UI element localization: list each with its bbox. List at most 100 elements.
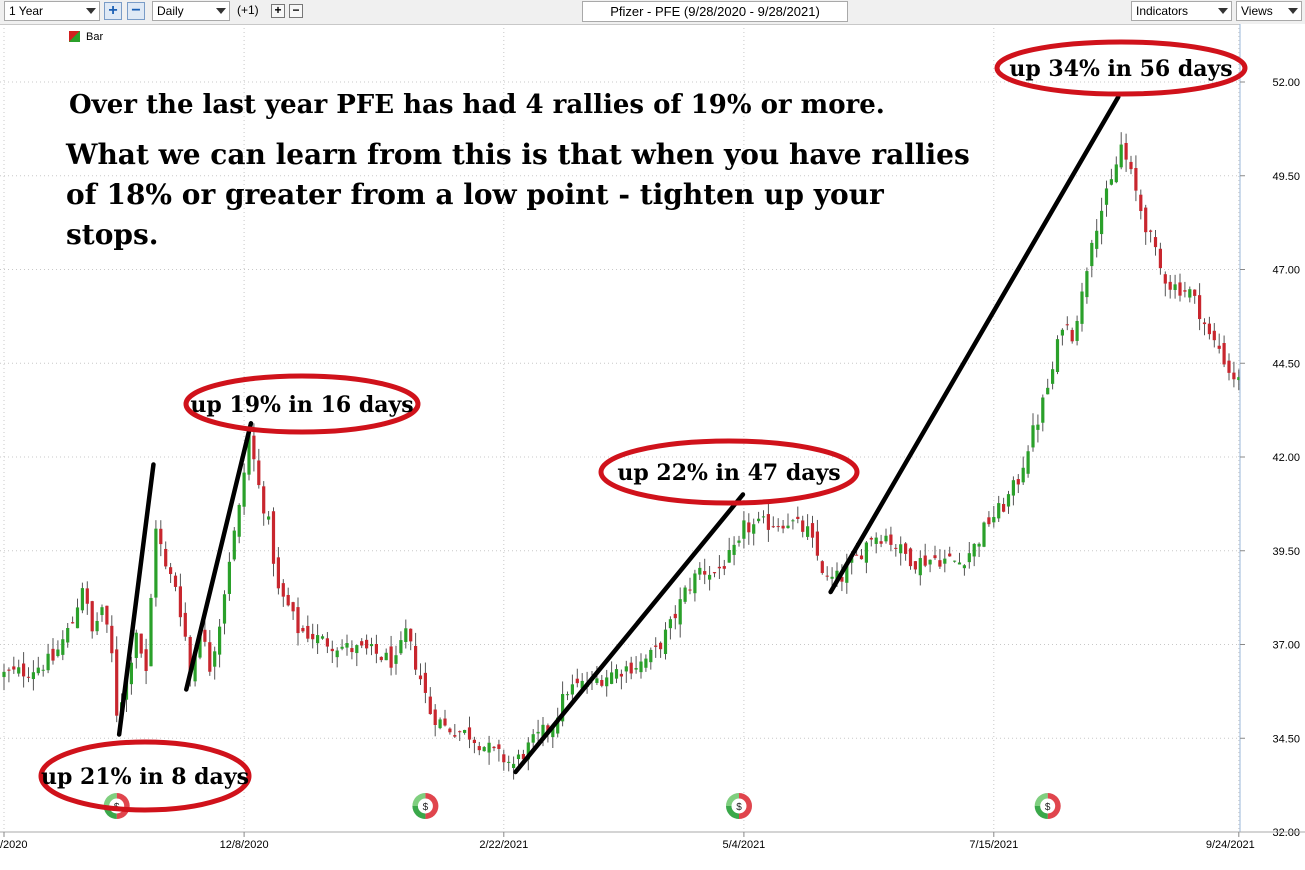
dividend-icon-label: $ bbox=[423, 802, 429, 813]
candle bbox=[365, 639, 369, 649]
candle bbox=[502, 754, 506, 763]
candle bbox=[1134, 168, 1138, 191]
candles bbox=[2, 132, 1251, 780]
candle bbox=[467, 727, 472, 740]
dividend-icon[interactable]: $ bbox=[726, 793, 752, 819]
candle bbox=[164, 548, 168, 567]
candle bbox=[536, 731, 540, 734]
candle bbox=[796, 516, 800, 520]
candle bbox=[262, 486, 266, 514]
candle bbox=[859, 555, 864, 560]
candle bbox=[1237, 377, 1241, 381]
candle bbox=[335, 650, 339, 658]
candle bbox=[472, 739, 476, 744]
candle bbox=[1212, 330, 1216, 341]
candle bbox=[100, 607, 104, 616]
candle bbox=[203, 629, 207, 642]
candle bbox=[56, 649, 60, 657]
candle bbox=[218, 626, 222, 655]
candle bbox=[379, 656, 383, 661]
candle bbox=[487, 742, 491, 753]
candle bbox=[139, 633, 143, 654]
dividend-icon[interactable]: $ bbox=[412, 793, 439, 819]
candle bbox=[428, 696, 432, 715]
y-axis: 52.00 49.50 47.00 44.50 42.00 39.50 37.00 34.50… bbox=[1239, 24, 1305, 870]
candle bbox=[825, 575, 829, 577]
y-tick-label: 34.50 bbox=[1272, 733, 1300, 745]
candle bbox=[247, 433, 251, 475]
candle bbox=[7, 669, 11, 671]
candle bbox=[953, 560, 957, 562]
dividend-icon-label: $ bbox=[1045, 802, 1051, 813]
candle bbox=[1168, 281, 1172, 290]
candle bbox=[12, 666, 16, 670]
candle bbox=[316, 635, 320, 644]
candle bbox=[1075, 320, 1079, 341]
candle bbox=[624, 666, 628, 672]
candle bbox=[149, 597, 153, 667]
candle bbox=[183, 612, 187, 637]
dividend-icon[interactable]: $ bbox=[1034, 793, 1061, 819]
candle bbox=[580, 680, 584, 689]
candle bbox=[943, 558, 947, 564]
candle bbox=[267, 516, 271, 520]
candle bbox=[771, 526, 775, 528]
candle bbox=[928, 559, 932, 565]
candle bbox=[521, 753, 525, 760]
indicators-select[interactable]: Indicators bbox=[1131, 1, 1232, 21]
candle bbox=[237, 504, 241, 537]
candle bbox=[311, 633, 315, 640]
candle bbox=[159, 528, 163, 545]
candle bbox=[389, 646, 393, 668]
candle bbox=[595, 678, 599, 683]
y-tick-label: 44.50 bbox=[1272, 358, 1300, 370]
candle bbox=[987, 517, 991, 525]
candle bbox=[531, 734, 535, 743]
candle bbox=[1207, 323, 1211, 335]
candle bbox=[95, 620, 99, 632]
candle bbox=[737, 540, 741, 543]
candle bbox=[889, 534, 893, 545]
views-select[interactable]: Views bbox=[1236, 1, 1302, 21]
candle bbox=[1046, 387, 1050, 395]
zoom-out-button[interactable]: − bbox=[127, 2, 145, 20]
candle bbox=[1227, 360, 1231, 373]
candle bbox=[423, 672, 427, 693]
interval-select[interactable]: Daily bbox=[152, 1, 230, 21]
dividend-markers: $ $ $ $ bbox=[103, 793, 1061, 819]
candle bbox=[458, 731, 462, 733]
candle bbox=[850, 558, 854, 563]
candle bbox=[26, 676, 31, 678]
candle bbox=[634, 668, 638, 670]
candle bbox=[477, 746, 481, 751]
candle bbox=[938, 560, 942, 567]
candle bbox=[232, 530, 236, 560]
candle bbox=[438, 719, 442, 729]
offset-decrease-button[interactable]: − bbox=[289, 4, 303, 18]
candle bbox=[1149, 230, 1153, 232]
candle bbox=[227, 561, 231, 594]
y-tick-label: 42.00 bbox=[1272, 452, 1300, 464]
candle bbox=[1222, 343, 1226, 365]
zoom-in-button[interactable]: + bbox=[104, 2, 122, 20]
candle bbox=[1178, 282, 1182, 296]
period-select[interactable]: 1 Year bbox=[4, 1, 100, 21]
offset-increase-button[interactable]: + bbox=[271, 4, 285, 18]
candle bbox=[1124, 142, 1128, 160]
rally-trend-line bbox=[116, 462, 156, 737]
candle bbox=[1041, 397, 1045, 423]
candle bbox=[992, 517, 996, 523]
candle bbox=[644, 658, 648, 668]
candle bbox=[1119, 144, 1123, 168]
price-chart[interactable]: $ $ $ $ 52.0049.5047.0044.5042.0039.5037.00… bbox=[0, 24, 1305, 870]
candle bbox=[512, 763, 516, 769]
candle bbox=[399, 640, 403, 654]
candle bbox=[453, 735, 457, 737]
candle bbox=[639, 661, 643, 673]
candle bbox=[600, 680, 604, 686]
candle bbox=[169, 567, 173, 575]
candle bbox=[75, 607, 80, 629]
candle bbox=[492, 746, 496, 749]
candle bbox=[1070, 329, 1074, 342]
candle bbox=[663, 629, 668, 655]
